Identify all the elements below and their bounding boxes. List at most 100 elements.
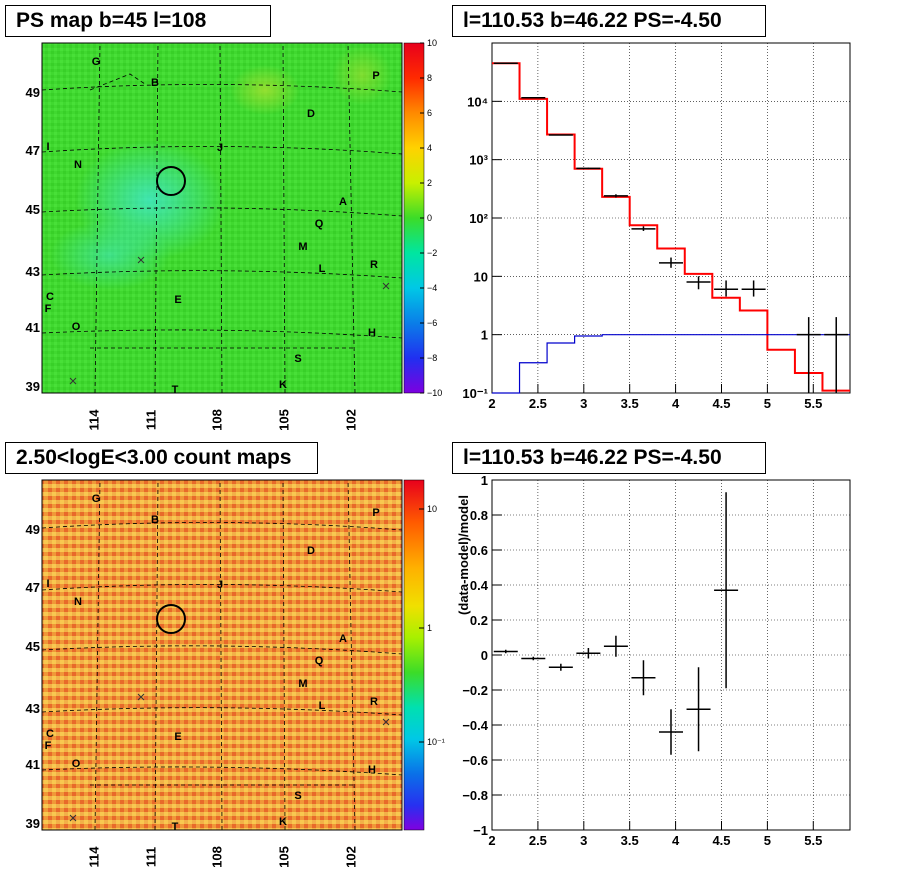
map-y-tick: 41 <box>26 320 40 335</box>
x-tick-label: 5 <box>764 396 771 411</box>
spectrum-marks <box>492 62 850 394</box>
source-label-j: J <box>217 142 223 154</box>
source-label-t: T <box>172 384 179 396</box>
ps-map-warm-region <box>230 65 300 115</box>
y-tick-label: −0.2 <box>462 683 488 698</box>
source-label-d: D <box>307 108 315 120</box>
map-x-tick: 108 <box>209 409 224 431</box>
ps-map-source-labels: G B P D J N I A QML R CF E O H S T K <box>45 56 380 396</box>
source-label-o: O <box>72 758 81 770</box>
source-label-f: F <box>45 303 52 315</box>
y-tick-label: −0.6 <box>462 753 488 768</box>
source-label-f: F <box>45 740 52 752</box>
colorbar-tick-label: 2 <box>427 178 432 188</box>
source-label-t: T <box>172 821 179 833</box>
y-tick-label: 0.4 <box>470 578 489 593</box>
ps-colorbar-ticks: 10 8 6 4 2 0 −2 −4 −6 −8 −10 <box>420 38 442 398</box>
map-y-tick: 45 <box>26 639 40 654</box>
source-label-a: A <box>339 196 347 208</box>
count-map-source-labels: G B P D J N I A QML R CF E O H S T K <box>45 493 380 833</box>
source-label-l: L <box>319 263 326 275</box>
background-model-histogram <box>492 334 850 394</box>
x-tick-label: 5 <box>764 833 771 848</box>
y-tick-label: 0.8 <box>470 508 488 523</box>
map-y-tick: 43 <box>26 701 40 716</box>
spectrum-y-ticks: 10⁻¹ 1 10 10² 10³ 10⁴ <box>462 94 488 401</box>
source-label-m: M <box>298 241 307 253</box>
residual-marks <box>493 492 739 755</box>
map-x-tick: 114 <box>86 846 101 868</box>
colorbar-tick-label: −8 <box>427 353 437 363</box>
map-x-tick: 108 <box>209 846 224 868</box>
source-label-p: P <box>372 507 379 519</box>
ps-map-target-circle[interactable] <box>156 166 186 196</box>
colorbar-tick-label: 0 <box>427 213 432 223</box>
y-tick-label: 1 <box>481 328 488 343</box>
count-colorbar[interactable] <box>403 479 425 831</box>
source-label-h: H <box>368 327 376 339</box>
ps-map-warm-region-2 <box>332 45 392 105</box>
map-y-tick: 45 <box>26 202 40 217</box>
ps-map-cool-region-2 <box>50 220 170 290</box>
residual-panel: 2 2.5 3 3.5 4 4.5 5 5.5 −1 −0.8 −0.6 −0.4 −0.2 0 0.2 0… <box>456 473 851 848</box>
colorbar-tick-label: 8 <box>427 73 432 83</box>
source-label-h: H <box>368 764 376 776</box>
map-y-tick: 47 <box>26 143 40 158</box>
residual-title: l=110.53 b=46.22 PS=-4.50 <box>452 442 766 474</box>
source-label-m: M <box>298 678 307 690</box>
source-label-g: G <box>92 56 101 68</box>
map-x-tick: 105 <box>276 409 291 431</box>
map-x-tick: 102 <box>343 846 358 868</box>
source-label-s: S <box>294 353 301 365</box>
source-label-a: A <box>339 633 347 645</box>
source-label-r: R <box>370 259 378 271</box>
residual-x-ticks: 2 2.5 3 3.5 4 4.5 5 5.5 <box>488 833 822 848</box>
ps-map-cross-markers <box>69 256 390 385</box>
map-y-tick: 39 <box>26 379 40 394</box>
colorbar-tick-label: 1 <box>427 623 432 633</box>
x-tick-label: 4.5 <box>712 396 730 411</box>
map-y-tick: 39 <box>26 816 40 831</box>
source-label-p: P <box>372 70 379 82</box>
y-tick-label: 0.6 <box>470 543 488 558</box>
spectrum-frame <box>491 42 851 394</box>
colorbar-tick-label: −6 <box>427 318 437 328</box>
source-label-j: J <box>217 579 223 591</box>
y-tick-label: −0.4 <box>462 718 488 733</box>
source-label-r: R <box>370 696 378 708</box>
source-label-q: Q <box>315 218 324 230</box>
count-map-y-ticks: 49 47 45 43 41 39 <box>26 522 40 831</box>
y-tick-label: 10³ <box>469 153 488 168</box>
source-label-d: D <box>307 545 315 557</box>
colorbar-tick-label: −2 <box>427 248 437 258</box>
y-tick-label: 0.2 <box>470 613 488 628</box>
map-x-tick: 114 <box>86 409 101 431</box>
source-label-k: K <box>279 816 287 828</box>
x-tick-label: 3.5 <box>621 833 639 848</box>
count-colorbar-ticks: 10 1 10⁻¹ <box>419 504 445 747</box>
count-map-panel: G B P D J N I A QML R CF E O H S T K 10 1 10⁻¹ 114 111 108 10… <box>26 479 445 868</box>
source-label-i: I <box>46 578 49 590</box>
count-map-title: 2.50<logE<3.00 count maps <box>5 442 318 474</box>
ps-map-y-ticks: 49 47 45 43 41 39 <box>26 85 40 394</box>
source-label-b: B <box>151 514 159 526</box>
ps-map-title: PS map b=45 l=108 <box>5 5 271 37</box>
source-label-o: O <box>72 321 81 333</box>
source-label-e: E <box>174 731 181 743</box>
x-tick-label: 3 <box>580 833 587 848</box>
colorbar-tick-label: 10⁻¹ <box>427 737 445 747</box>
colorbar-tick-label: 4 <box>427 143 432 153</box>
map-y-tick: 49 <box>26 522 40 537</box>
y-tick-label: 10⁻¹ <box>462 386 488 401</box>
count-map-target-circle[interactable] <box>156 604 186 634</box>
x-tick-label: 5.5 <box>804 833 822 848</box>
source-label-q: Q <box>315 655 324 667</box>
colorbar-tick-label: −4 <box>427 283 437 293</box>
source-label-g: G <box>92 493 101 505</box>
source-label-n: N <box>74 596 82 608</box>
y-tick-label: 10⁴ <box>467 94 488 109</box>
source-label-k: K <box>279 379 287 391</box>
x-tick-label: 4 <box>672 396 680 411</box>
